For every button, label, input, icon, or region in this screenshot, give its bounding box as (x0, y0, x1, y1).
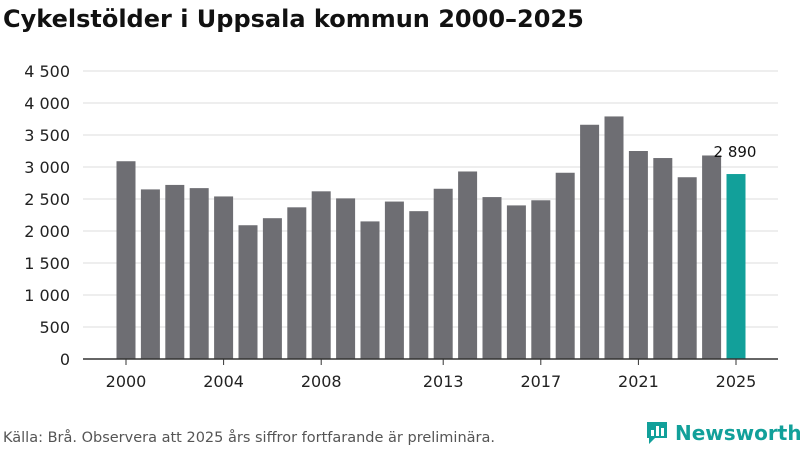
chart-title: Cykelstölder i Uppsala kommun 2000–2025 (3, 5, 584, 33)
bar-2016 (506, 205, 526, 359)
bars (116, 116, 746, 359)
x-tick-label: 2004 (203, 372, 244, 391)
bar-2020 (604, 116, 624, 359)
bar-2018 (555, 172, 575, 359)
source-note: Källa: Brå. Observera att 2025 års siffr… (3, 430, 495, 446)
bar-chart-logo-icon (647, 422, 667, 444)
bar-2023 (677, 177, 697, 359)
bar-2011 (384, 201, 404, 359)
x-tick-label: 2025 (716, 372, 757, 391)
bar-2017 (531, 200, 551, 359)
y-tick-label: 4 500 (24, 62, 70, 81)
y-tick-label: 2 000 (24, 222, 70, 241)
y-tick-label: 3 500 (24, 126, 70, 145)
x-tick-label: 2013 (423, 372, 464, 391)
x-tick-label: 2021 (618, 372, 659, 391)
bar-2005 (238, 225, 258, 359)
bar-2006 (262, 218, 282, 359)
x-axis-ticks: 2000 2004 2008 2013 2017 2021 2025 (106, 359, 757, 391)
bar-2003 (189, 188, 209, 359)
x-tick-label: 2017 (520, 372, 561, 391)
brand-name: Newsworthy (675, 421, 800, 445)
x-tick-label: 2008 (301, 372, 342, 391)
bar-2015 (482, 197, 502, 359)
bar-2010 (360, 221, 380, 359)
bar-2001 (140, 189, 160, 359)
bar-2009 (336, 198, 356, 359)
y-tick-label: 500 (39, 318, 70, 337)
bar-2012 (409, 211, 429, 359)
y-tick-label: 1 500 (24, 254, 70, 273)
bar-2004 (214, 196, 234, 359)
bar-2025 (726, 174, 746, 359)
bar-2019 (580, 124, 600, 359)
x-tick-label: 2000 (106, 372, 147, 391)
y-tick-label: 1 000 (24, 286, 70, 305)
bar-2000 (116, 161, 136, 359)
y-tick-label: 2 500 (24, 190, 70, 209)
gridlines (83, 70, 778, 328)
bar-2007 (287, 207, 307, 359)
y-tick-label: 0 (60, 350, 70, 369)
bar-2013 (433, 188, 453, 359)
data-labels: 2 890 (714, 143, 757, 161)
y-tick-label: 4 000 (24, 94, 70, 113)
y-tick-label: 3 000 (24, 158, 70, 177)
bar-2002 (165, 184, 185, 359)
bar-2022 (653, 158, 673, 359)
bar-2024 (702, 155, 722, 359)
highlight-value-label: 2 890 (714, 143, 757, 161)
bar-2014 (458, 171, 478, 359)
y-axis-ticks: 0 500 1 000 1 500 2 000 2 500 3 000 3 500 4 000 4… (24, 62, 70, 369)
bar-2021 (628, 151, 648, 359)
brand-logo: Newsworthy (645, 420, 800, 446)
bar-chart: 0 500 1 000 1 500 2 000 2 500 3 000 3 500 4 000 4… (24, 62, 778, 391)
bar-2008 (311, 191, 331, 359)
